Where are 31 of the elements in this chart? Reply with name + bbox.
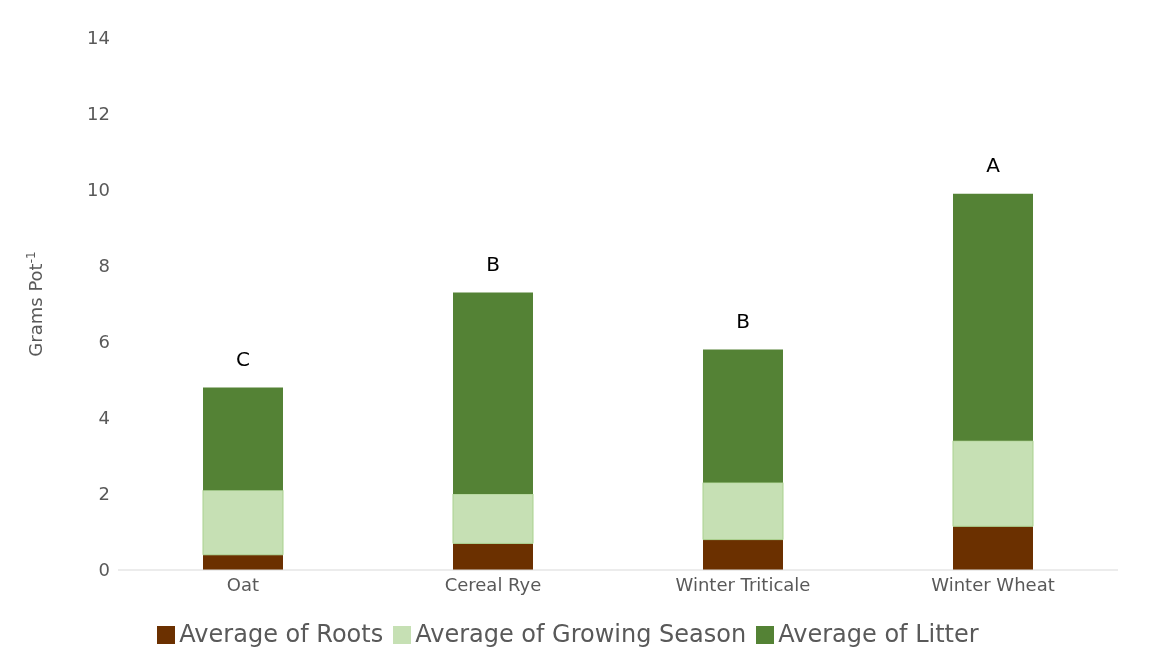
x-tick-label: Winter Triticale	[675, 573, 811, 595]
bar	[203, 387, 283, 491]
bar	[453, 543, 533, 570]
bar	[703, 539, 783, 570]
x-tick-label: Cereal Rye	[444, 573, 542, 595]
bar	[953, 193, 1033, 441]
legend-label: Average of Litter	[778, 620, 979, 648]
y-tick-label: 4	[98, 407, 110, 429]
annotation: B	[486, 251, 500, 276]
y-tick-label: 0	[98, 559, 110, 581]
annotation: B	[736, 308, 750, 333]
bar	[952, 440, 1034, 527]
bar	[202, 489, 284, 556]
bar	[703, 349, 783, 483]
y-tick-label: 14	[87, 27, 110, 49]
bar	[953, 526, 1033, 570]
x-tick-label: Oat	[226, 573, 260, 595]
bar	[453, 292, 533, 494]
legend-label: Average of Roots	[179, 620, 384, 648]
x-tick-label: Winter Wheat	[931, 573, 1055, 595]
bar	[452, 493, 534, 544]
y-tick-label: 10	[87, 179, 110, 201]
y-tick-label: 2	[98, 483, 110, 505]
bar	[203, 554, 283, 570]
annotation: A	[986, 152, 1001, 177]
y-tick-label: 6	[98, 331, 110, 353]
y-tick-label: 8	[98, 255, 110, 277]
y-tick-label: 12	[87, 103, 110, 125]
legend-label: Average of Growing Season	[415, 620, 747, 648]
annotation: C	[236, 346, 250, 371]
bar	[702, 482, 784, 541]
